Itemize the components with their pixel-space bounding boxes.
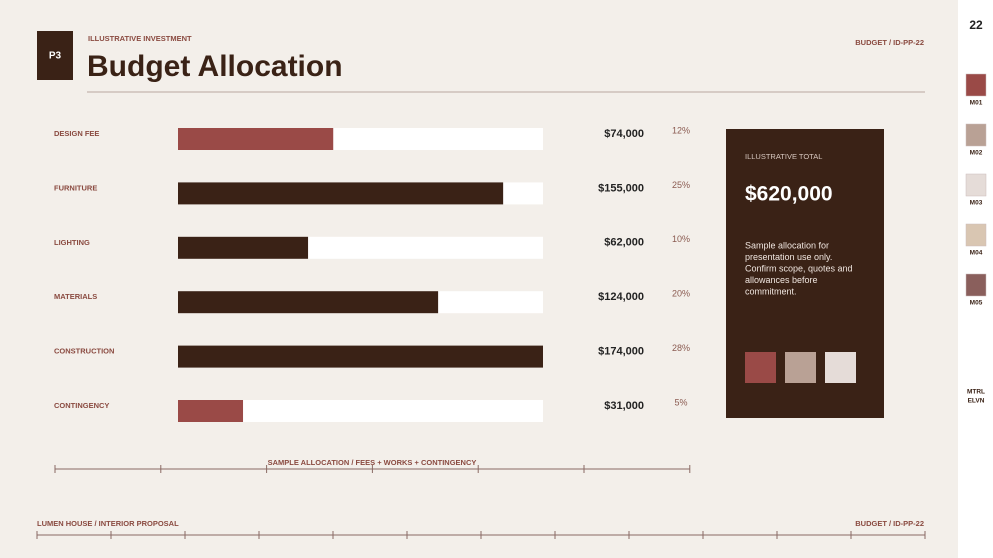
swatch: [965, 123, 987, 147]
badge-text: P3: [49, 51, 62, 62]
footer-left: LUMEN HOUSE / INTERIOR PROPOSAL: [37, 519, 179, 528]
share-label: 20%: [672, 289, 690, 299]
swatch-label: M04: [970, 250, 983, 257]
share-label: 25%: [672, 180, 690, 190]
card-swatch: [785, 352, 816, 383]
title: Budget Allocation: [87, 50, 343, 83]
sidebar-tag: MTRL: [967, 389, 985, 396]
swatch-label: M01: [970, 100, 983, 107]
bar: [178, 291, 439, 314]
value-label: $74,000: [604, 128, 644, 140]
category-label: LIGHTING: [54, 238, 90, 247]
value-label: $124,000: [598, 291, 644, 303]
badge: [37, 31, 73, 80]
swatch-label: M02: [970, 150, 983, 157]
footer-right: BUDGET / ID-PP-22: [855, 519, 924, 528]
category-label: FURNITURE: [54, 183, 97, 192]
value-label: $174,000: [598, 346, 644, 358]
card-note: Sample allocation for: [745, 240, 829, 250]
swatch: [965, 223, 987, 247]
share-label: 28%: [672, 343, 690, 353]
card-label: ILLUSTRATIVE TOTAL: [745, 152, 822, 161]
swatch: [965, 273, 987, 297]
value-label: $62,000: [604, 237, 644, 249]
card-note: Confirm scope, quotes and: [745, 263, 853, 273]
card-swatch: [825, 352, 856, 383]
page-number: 22: [969, 18, 983, 32]
bar: [178, 236, 309, 259]
caption: SAMPLE ALLOCATION / FEES + WORKS + CONTI…: [268, 458, 477, 467]
sidebar-tag: ELVN: [968, 398, 985, 405]
category-label: MATERIALS: [54, 292, 97, 301]
card-note: allowances before: [745, 275, 818, 285]
share-label: 10%: [672, 234, 690, 244]
category-label: CONSTRUCTION: [54, 347, 114, 356]
value-label: $31,000: [604, 400, 644, 412]
card-note: commitment.: [745, 286, 797, 296]
share-label: 12%: [672, 125, 690, 135]
card-swatch: [745, 352, 776, 383]
ref: BUDGET / ID-PP-22: [855, 38, 924, 47]
swatch-label: M03: [970, 200, 983, 207]
category-label: CONTINGENCY: [54, 401, 109, 410]
swatch: [965, 73, 987, 97]
kicker: ILLUSTRATIVE INVESTMENT: [88, 34, 192, 43]
card-note: presentation use only.: [745, 252, 832, 262]
bar: [178, 345, 543, 368]
bar: [178, 182, 504, 205]
bar: [178, 128, 334, 150]
swatch-label: M05: [970, 300, 983, 307]
bar: [178, 400, 244, 422]
category-label: DESIGN FEE: [54, 129, 99, 138]
swatch: [965, 173, 987, 197]
bar-track: [178, 400, 543, 422]
card-total: $620,000: [745, 183, 833, 206]
value-label: $155,000: [598, 182, 644, 194]
share-label: 5%: [674, 397, 687, 407]
